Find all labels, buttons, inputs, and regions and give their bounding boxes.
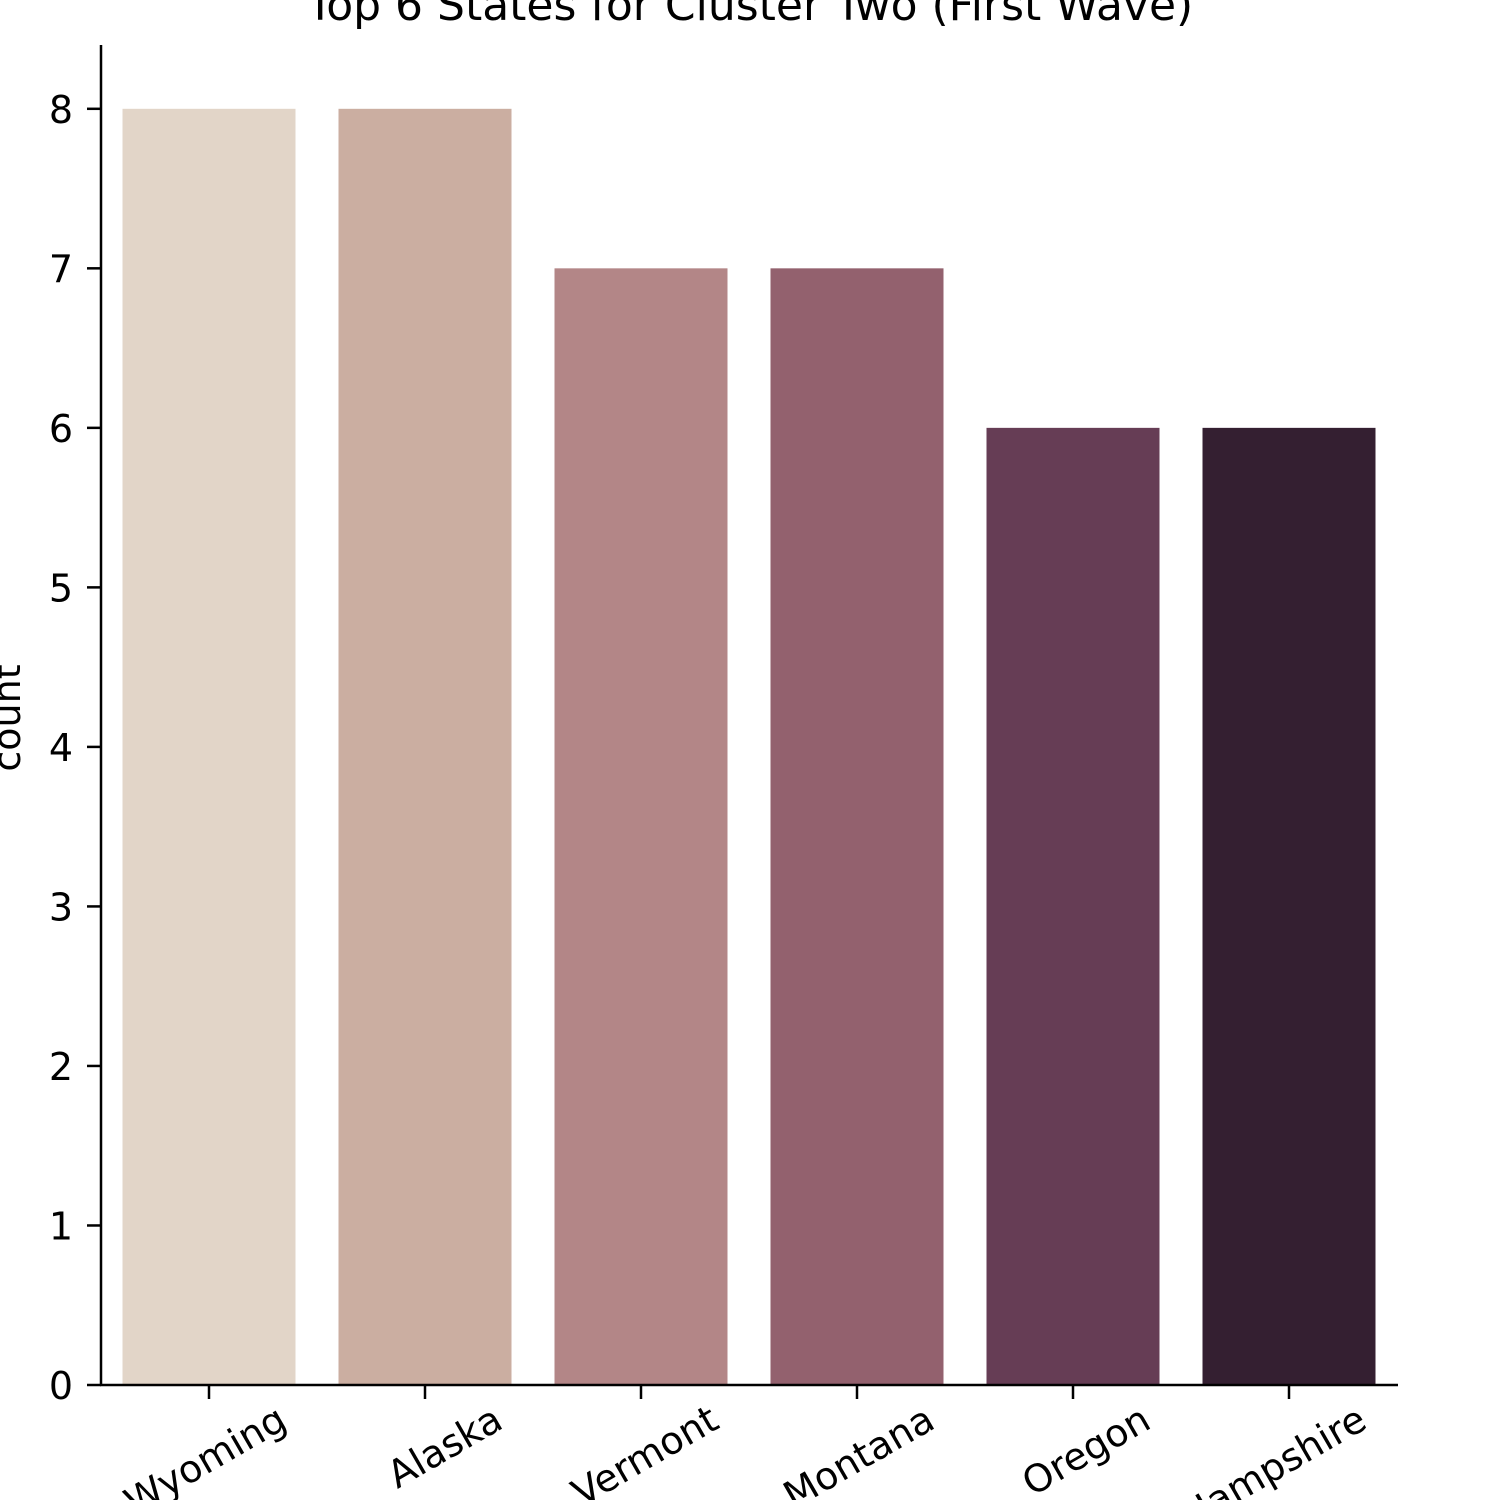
y-tick-label: 2	[49, 1045, 73, 1089]
bar-wyoming	[122, 108, 296, 1385]
bar-oregon	[986, 427, 1160, 1385]
x-tick-label: Oregon	[1015, 1397, 1158, 1500]
y-tick-label: 5	[49, 566, 73, 610]
y-axis-label: count	[0, 664, 29, 771]
y-tick-label: 3	[49, 885, 73, 929]
x-tick-label: Wyoming	[117, 1397, 294, 1500]
bars-layer	[122, 108, 1376, 1385]
x-tick-label: Vermont	[564, 1397, 725, 1500]
chart-title: Top 6 States for Cluster Two (First Wave…	[306, 0, 1193, 31]
y-tick-label: 7	[49, 247, 73, 291]
y-ticks-layer: 0 1 2 3 4 5 6 7 8	[49, 88, 101, 1408]
y-tick-label: 1	[49, 1204, 73, 1248]
bar-alaska	[338, 108, 512, 1385]
y-tick-label: 6	[49, 407, 73, 451]
bar-vermont	[554, 268, 728, 1385]
y-tick-label: 0	[49, 1364, 73, 1408]
y-tick-label: 4	[49, 726, 73, 770]
y-tick-label: 8	[49, 88, 73, 132]
x-tick-label: Montana	[776, 1397, 941, 1500]
bar-montana	[770, 268, 944, 1385]
bar-new-hampshire	[1202, 427, 1376, 1385]
x-tick-label: Alaska	[380, 1397, 510, 1497]
